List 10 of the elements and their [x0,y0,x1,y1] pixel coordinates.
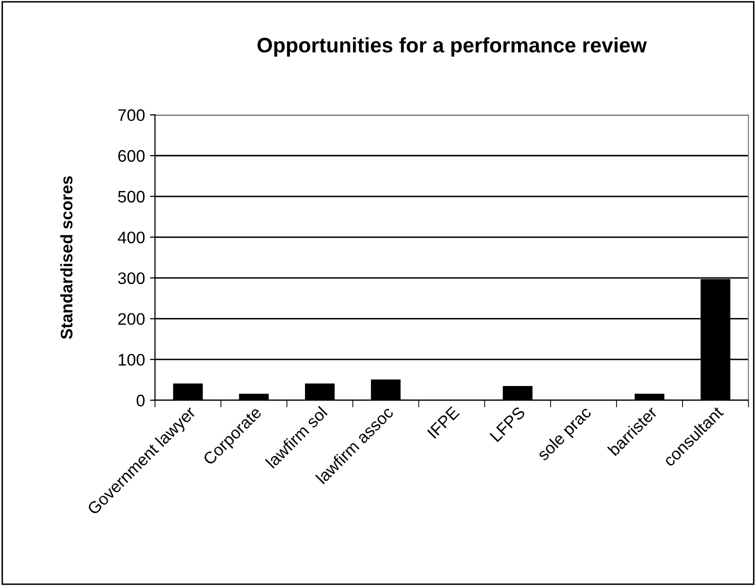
y-tick-label: 100 [118,354,145,366]
y-tick-label: 0 [136,394,145,406]
y-tick-label: 200 [118,313,145,325]
y-tick-label: 500 [118,190,145,203]
y-tick-label: 600 [118,150,145,162]
y-tick-label: 700 [118,109,145,122]
chart-title: Opportunities for a performance review [258,37,647,57]
y-tick-label: 400 [118,232,145,244]
y-tick-label: 300 [118,272,145,284]
y-axis-title: Standardised scores [60,176,72,340]
